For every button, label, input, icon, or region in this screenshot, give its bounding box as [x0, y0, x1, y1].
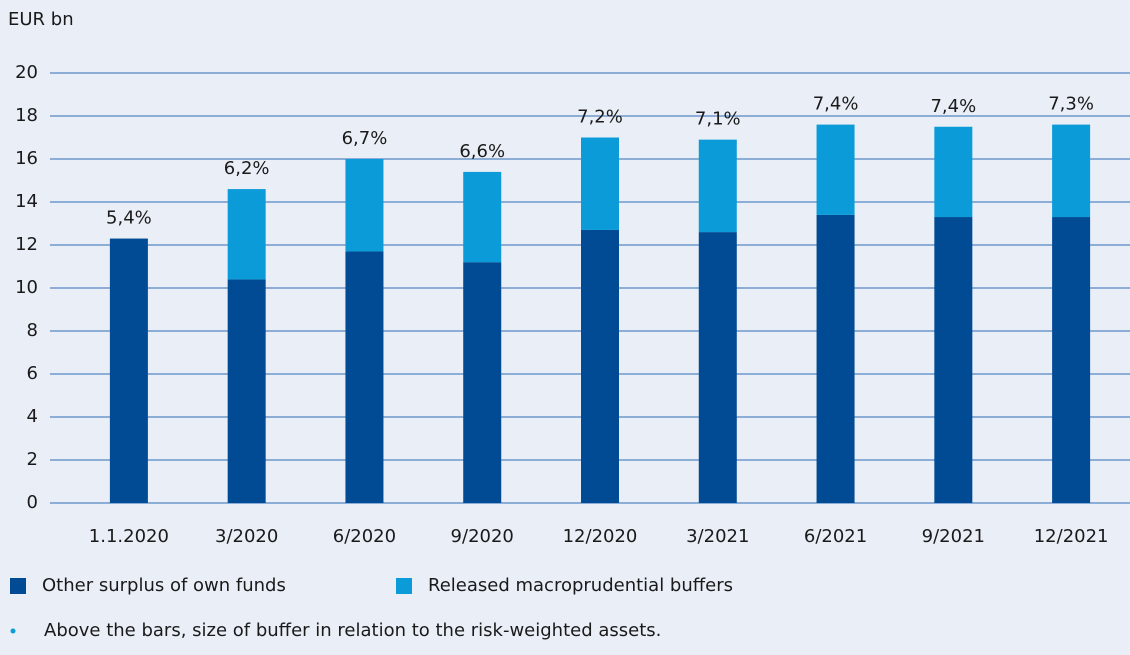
- bar-segment: [463, 262, 502, 503]
- bar-segment: [934, 126, 973, 218]
- bar-label: 5,4%: [106, 208, 152, 229]
- x-tick-label: 12/2021: [1034, 526, 1109, 547]
- legend-swatch: [396, 578, 412, 594]
- bar-label: 7,3%: [1048, 94, 1094, 115]
- bar-label: 7,4%: [930, 96, 976, 117]
- y-tick-label: 8: [27, 320, 38, 341]
- bar-segment: [581, 229, 619, 503]
- y-tick-label: 12: [15, 234, 38, 255]
- footnote: Above the bars, size of buffer in relati…: [44, 620, 661, 641]
- bar-label: 6,7%: [342, 128, 388, 149]
- bar-segment: [816, 124, 855, 215]
- y-tick-label: 20: [15, 62, 38, 83]
- bar-segment: [816, 214, 855, 503]
- x-tick-label: 6/2021: [804, 526, 867, 547]
- y-tick-label: 10: [15, 277, 38, 298]
- bar-label: 7,1%: [695, 109, 741, 130]
- y-tick-label: 18: [15, 105, 38, 126]
- bar-segment: [227, 189, 266, 280]
- bar-segment: [345, 159, 384, 252]
- y-tick-label: 16: [15, 148, 38, 169]
- bar-label: 6,6%: [459, 141, 505, 162]
- x-tick-label: 12/2020: [563, 526, 638, 547]
- bar-label: 7,2%: [577, 107, 623, 128]
- bar-segment: [934, 217, 973, 504]
- x-tick-label: 1.1.2020: [89, 526, 169, 547]
- bar-segment: [463, 171, 502, 263]
- y-tick-label: 4: [27, 406, 38, 427]
- x-tick-label: 3/2021: [686, 526, 749, 547]
- bar-segment: [1052, 124, 1091, 218]
- y-axis-label: EUR bn: [8, 9, 74, 30]
- bar-segment: [227, 279, 266, 503]
- bar-segment: [698, 232, 737, 503]
- bar-segment: [109, 238, 148, 504]
- y-tick-label: 14: [15, 191, 38, 212]
- bar-segment: [1052, 217, 1091, 504]
- bar-segment: [698, 139, 737, 233]
- y-tick-label: 2: [27, 449, 38, 470]
- bar-segment: [345, 251, 384, 503]
- legend-label: Other surplus of own funds: [42, 575, 286, 596]
- x-tick-label: 3/2020: [215, 526, 278, 547]
- footnote-bullet: [10, 628, 16, 634]
- bar-label: 6,2%: [224, 158, 270, 179]
- y-tick-label: 0: [27, 492, 38, 513]
- x-tick-label: 9/2020: [451, 526, 514, 547]
- bar-segment: [581, 137, 619, 230]
- y-tick-label: 6: [27, 363, 38, 384]
- legend-label: Released macroprudential buffers: [428, 575, 733, 596]
- legend-swatch: [10, 578, 26, 594]
- bar-label: 7,4%: [813, 94, 859, 115]
- x-tick-label: 9/2021: [922, 526, 985, 547]
- x-tick-label: 6/2020: [333, 526, 396, 547]
